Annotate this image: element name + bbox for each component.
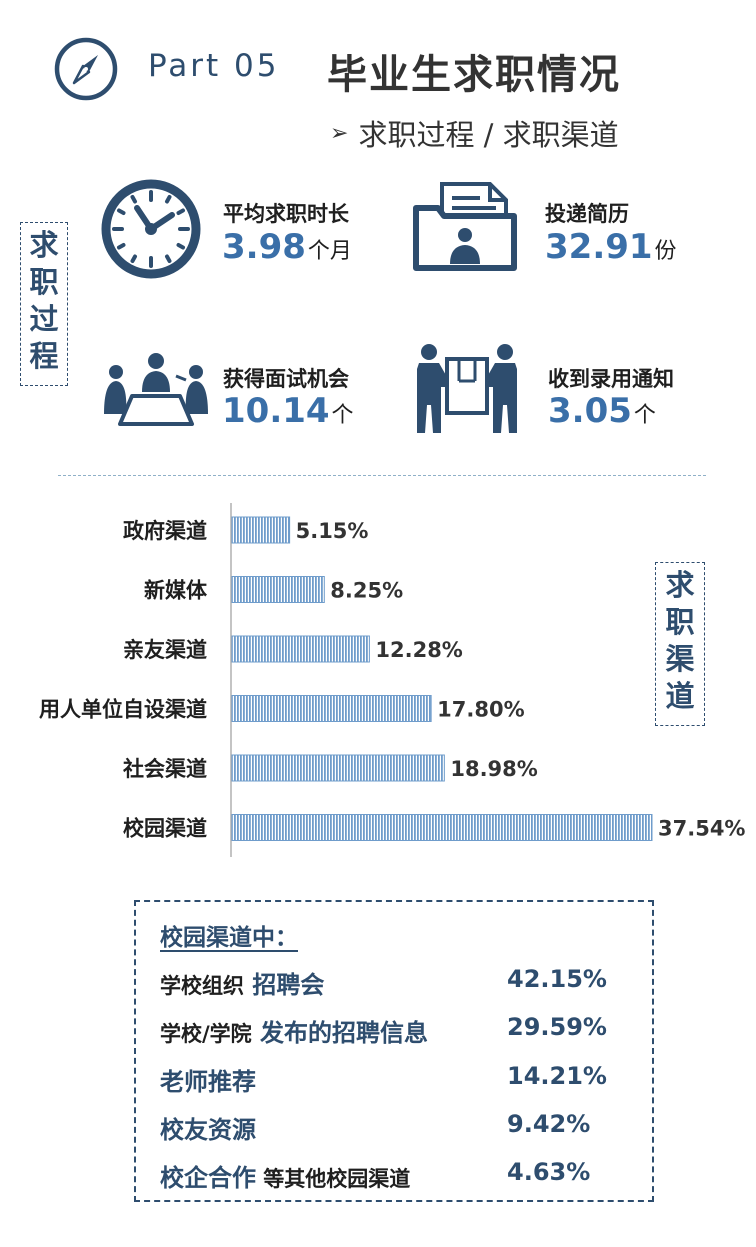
campus-row-value: 42.15% (507, 965, 607, 993)
tag-char: 职 (29, 265, 59, 299)
campus-row: 校企合作 等其他校园渠道 4.63% (160, 1158, 620, 1192)
stat-unit: 个 (331, 403, 354, 428)
stat-unit: 个月 (307, 239, 352, 264)
tag-job-channel: 求 职 渠 道 (655, 562, 705, 726)
tag-char: 求 (665, 568, 695, 602)
part-label: Part 05 (148, 48, 280, 84)
clock-icon (101, 179, 201, 279)
campus-label-text: 等其他校园渠道 (256, 1167, 411, 1191)
interview-meeting-icon (104, 353, 208, 426)
tag-char: 过 (29, 302, 59, 336)
bar (231, 814, 653, 841)
campus-row-label: 学校/学院 发布的招聘信息 (160, 1013, 428, 1048)
campus-label-highlight: 校企合作 (160, 1164, 256, 1192)
stat-value: 10.14 (222, 391, 330, 431)
stat-value-row: 32.91份 (545, 227, 677, 267)
stat-label: 获得面试机会 (223, 367, 349, 391)
bar-category-label: 用人单位自设渠道 (39, 698, 207, 722)
bar-value-label: 37.54% (658, 817, 745, 841)
compass-icon (54, 37, 118, 101)
page-title: 毕业生求职情况 (327, 52, 621, 98)
campus-breakdown-box (134, 900, 654, 1202)
bar-category-label: 校园渠道 (123, 817, 207, 841)
campus-label-text: 学校组织 (160, 974, 244, 998)
campus-row: 老师推荐 14.21% (160, 1062, 620, 1096)
campus-row-value: 29.59% (507, 1013, 607, 1041)
bar (231, 516, 291, 544)
subtitle-arrow-icon: ➢ (330, 120, 349, 146)
tag-job-process: 求 职 过 程 (20, 222, 68, 386)
campus-row-label: 校企合作 等其他校园渠道 (160, 1158, 410, 1193)
subtitle-row: ➢ 求职过程 / 求职渠道 (330, 112, 619, 154)
stat-value-row: 10.14个 (222, 391, 354, 431)
tag-char: 程 (29, 339, 59, 373)
campus-heading: 校园渠道中： (160, 925, 298, 951)
bar-value-label: 12.28% (375, 638, 462, 662)
channel-bar-chart: 政府渠道 5.15% 新媒体 8.25% 亲友渠道 12.28% 用人单位自设渠道 17.80… (39, 503, 745, 857)
stat-unit: 个 (633, 403, 656, 428)
campus-label-highlight: 招聘会 (244, 971, 325, 999)
tag-char: 道 (665, 679, 695, 713)
bar (231, 695, 432, 722)
stat-value: 3.98 (222, 227, 306, 267)
bar-value-label: 8.25% (330, 579, 403, 603)
campus-row-label: 老师推荐 (160, 1062, 256, 1097)
campus-label-highlight: 校友资源 (160, 1116, 256, 1144)
tag-char: 渠 (665, 642, 695, 676)
campus-row: 校友资源 9.42% (160, 1110, 620, 1144)
bar-category-label: 政府渠道 (123, 519, 207, 543)
bar-category-label: 新媒体 (144, 579, 208, 603)
bar (231, 576, 325, 603)
bar-category-label: 社会渠道 (122, 757, 207, 781)
bar-value-label: 18.98% (450, 757, 537, 781)
subtitle: 求职过程 / 求职渠道 (358, 118, 619, 152)
campus-row: 学校/学院 发布的招聘信息 29.59% (160, 1013, 620, 1047)
section-divider (58, 475, 706, 476)
stat-label: 收到录用通知 (548, 367, 674, 391)
stat-unit: 份 (654, 239, 677, 264)
stat-value: 32.91 (545, 227, 653, 267)
bar (231, 635, 370, 663)
offer-box-icon (417, 344, 517, 433)
stat-value-row: 3.05个 (548, 391, 656, 431)
campus-label-highlight: 发布的招聘信息 (251, 1019, 429, 1047)
bar-value-label: 17.80% (437, 698, 524, 722)
bar-category-label: 亲友渠道 (123, 638, 207, 662)
campus-row-value: 14.21% (507, 1062, 607, 1090)
stat-label: 投递简历 (545, 202, 629, 226)
stat-value: 3.05 (548, 391, 632, 431)
campus-label-highlight: 老师推荐 (160, 1068, 256, 1096)
bar (231, 754, 445, 782)
campus-row-value: 9.42% (507, 1110, 591, 1138)
bar-value-label: 5.15% (296, 519, 369, 543)
campus-row: 学校组织 招聘会 42.15% (160, 965, 620, 999)
resume-folder-icon (413, 182, 517, 271)
campus-row-value: 4.63% (507, 1158, 591, 1186)
campus-row-label: 学校组织 招聘会 (160, 965, 324, 1000)
tag-char: 职 (665, 605, 695, 639)
stat-value-row: 3.98个月 (222, 227, 352, 267)
campus-row-label: 校友资源 (160, 1110, 256, 1145)
stat-label: 平均求职时长 (223, 202, 349, 226)
campus-label-text: 学校/学院 (160, 1022, 252, 1046)
tag-char: 求 (29, 228, 59, 262)
